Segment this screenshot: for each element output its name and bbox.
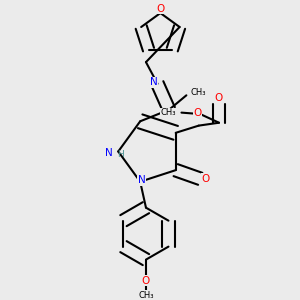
Text: O: O: [193, 108, 202, 118]
Text: CH₃: CH₃: [138, 291, 154, 300]
Text: O: O: [215, 93, 223, 103]
Text: CH₃: CH₃: [191, 88, 206, 97]
Text: H: H: [117, 151, 124, 160]
Text: CH₃: CH₃: [161, 108, 176, 117]
Text: N: N: [138, 175, 146, 185]
Text: O: O: [142, 276, 150, 286]
Text: O: O: [201, 174, 209, 184]
Text: N: N: [150, 77, 158, 87]
Text: O: O: [156, 4, 164, 14]
Text: N: N: [105, 148, 112, 158]
